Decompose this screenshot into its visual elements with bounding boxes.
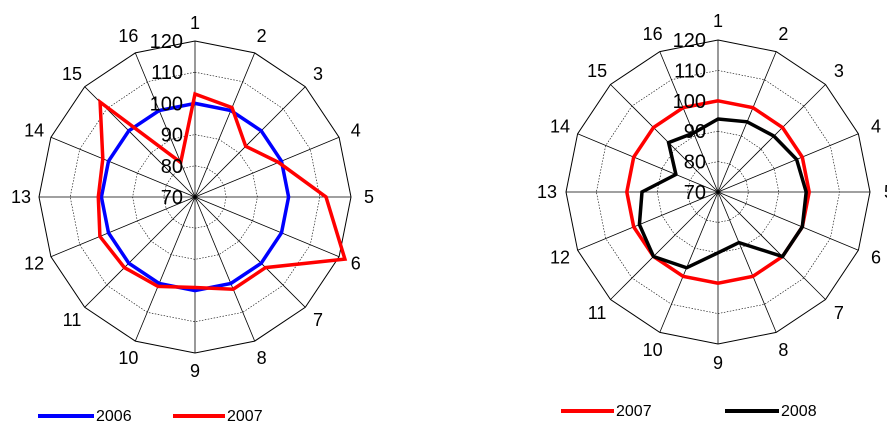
category-label: 5 <box>884 182 887 202</box>
radar-spoke <box>717 191 826 300</box>
radial-tick-label: 110 <box>151 62 183 84</box>
radar-spoke <box>194 52 256 198</box>
category-label: 13 <box>11 187 31 207</box>
radar-spoke <box>659 191 719 333</box>
category-label: 15 <box>62 64 82 84</box>
radar-spoke <box>659 51 719 193</box>
radar-grid <box>38 40 352 354</box>
radar-spoke <box>194 196 306 308</box>
radial-tick-label: 80 <box>161 156 183 178</box>
category-label: 2 <box>257 26 267 46</box>
category-label: 6 <box>871 247 881 267</box>
radar-spoke <box>194 196 340 258</box>
radar-spoke <box>50 196 196 258</box>
radial-tick-label: 120 <box>673 30 706 52</box>
radial-tick-label: 70 <box>684 182 706 204</box>
category-label: 2 <box>778 24 788 44</box>
radar-grid-ring <box>69 71 321 323</box>
category-label: 3 <box>834 61 844 81</box>
category-label: 10 <box>643 340 663 360</box>
radar-spoke <box>134 52 196 198</box>
category-label: 11 <box>588 303 607 323</box>
category-label: 13 <box>537 182 557 202</box>
radar-grid-ring <box>132 134 258 260</box>
category-label: 4 <box>351 120 361 140</box>
radial-tick-label: 80 <box>684 152 706 174</box>
series-line-2006 <box>99 101 291 293</box>
radar-spoke <box>194 136 340 198</box>
radial-tick-label: 120 <box>150 31 183 53</box>
series-line-2008 <box>637 117 808 270</box>
radar-spoke <box>50 136 196 198</box>
radial-tick-label: 70 <box>161 187 183 209</box>
category-label: 8 <box>257 348 267 368</box>
series-line-2007 <box>96 91 348 291</box>
series-line-2007 <box>625 99 811 285</box>
category-label: 14 <box>24 120 44 140</box>
radar-chart-2007-2008: 1234567891011121314151670809010011012020… <box>537 11 887 420</box>
category-label: 3 <box>313 64 323 84</box>
category-label: 1 <box>713 11 723 31</box>
radial-tick-label: 90 <box>684 121 706 143</box>
radar-grid <box>565 39 871 345</box>
radar-spoke <box>84 196 196 308</box>
category-label: 1 <box>190 13 200 33</box>
category-label: 12 <box>550 247 570 267</box>
category-label: 7 <box>313 310 323 330</box>
radar-spoke <box>194 86 306 198</box>
radar-spoke <box>717 84 826 193</box>
radar-spoke <box>134 196 196 342</box>
category-label: 8 <box>778 340 788 360</box>
category-label: 9 <box>713 353 723 373</box>
radar-spoke <box>577 191 719 251</box>
category-label: 10 <box>118 348 138 368</box>
category-label: 9 <box>190 361 200 381</box>
radial-tick-label: 100 <box>150 93 183 115</box>
category-label: 7 <box>834 303 844 323</box>
radar-spoke <box>717 191 859 251</box>
category-label: 4 <box>871 117 881 137</box>
category-label: 15 <box>587 61 607 81</box>
radar-spoke <box>194 196 256 342</box>
radar-chart-2006-2007: 1234567891011121314151670809010011012020… <box>11 13 374 425</box>
radar-grid-ring <box>596 70 840 314</box>
category-label: 5 <box>364 187 374 207</box>
radar-spoke <box>577 133 719 193</box>
category-label: 12 <box>24 254 44 274</box>
legend-label: 2008 <box>781 403 817 420</box>
legend: 2007 2008 <box>561 403 817 420</box>
legend-label: 2007 <box>227 408 263 425</box>
radar-spoke <box>717 133 859 193</box>
category-label: 11 <box>63 310 82 330</box>
radial-tick-label: 110 <box>674 60 706 82</box>
category-label: 6 <box>351 254 361 274</box>
legend-label: 2006 <box>96 408 132 425</box>
radial-tick-label: 90 <box>161 125 183 147</box>
radar-spoke <box>610 84 719 193</box>
legend-label: 2007 <box>616 403 652 420</box>
radial-tick-label: 100 <box>673 91 706 113</box>
radar-spoke <box>610 191 719 300</box>
legend: 2006 2007 <box>38 408 263 425</box>
category-label: 16 <box>118 26 138 46</box>
radar-spoke <box>717 191 777 333</box>
category-label: 14 <box>550 117 570 137</box>
category-label: 16 <box>643 24 663 44</box>
